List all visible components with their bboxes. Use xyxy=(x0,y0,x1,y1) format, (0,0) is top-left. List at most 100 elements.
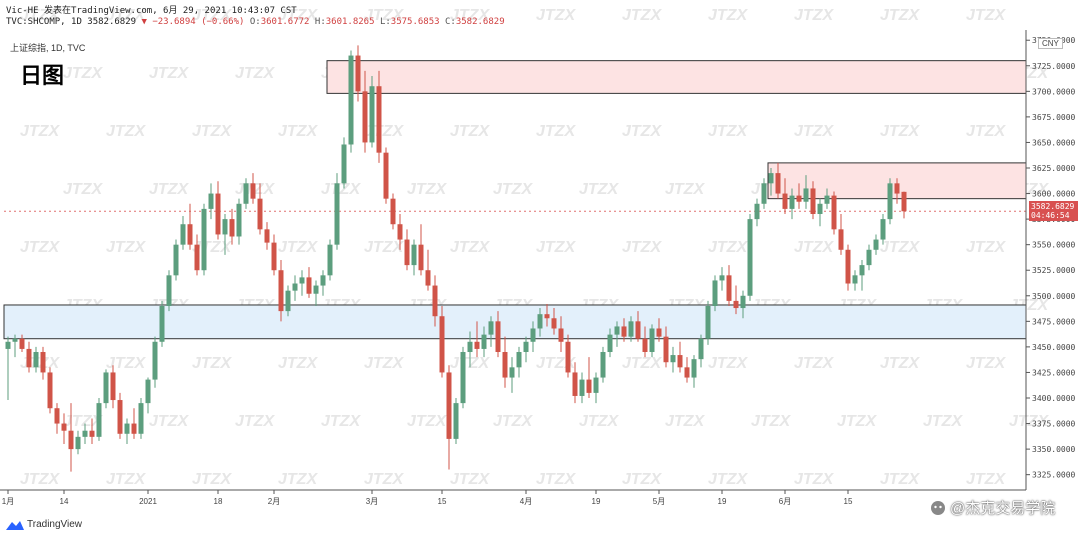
candle-body xyxy=(467,341,473,352)
candle xyxy=(481,326,487,358)
watermark-text: JTZX xyxy=(794,471,834,488)
candle-body xyxy=(523,341,529,352)
watermark-text: JTZX xyxy=(364,239,404,256)
candle-body xyxy=(698,338,704,360)
watermark-text: JTZX xyxy=(837,413,877,430)
candle-body xyxy=(201,208,207,271)
last-price-tag: 3582.6829 04:46:54 xyxy=(1029,201,1078,221)
watermark-text: JTZX xyxy=(192,123,232,140)
candle-body xyxy=(817,203,823,214)
candle xyxy=(467,331,473,368)
candle xyxy=(5,336,11,401)
candle xyxy=(47,367,53,414)
candle-body xyxy=(47,372,53,409)
candle xyxy=(593,372,599,404)
watermark-text: JTZX xyxy=(1009,413,1049,430)
candle xyxy=(614,321,620,347)
watermark-text: JTZX xyxy=(149,65,189,82)
watermark-text: JTZX xyxy=(708,239,748,256)
candle-body xyxy=(341,144,347,184)
watermark-text: JTZX xyxy=(20,239,60,256)
candle-body xyxy=(313,285,319,294)
price-tick-label: 3500.0000 xyxy=(1032,292,1076,301)
candle-body xyxy=(124,423,130,434)
time-tick-label: 14 xyxy=(60,497,69,506)
candle xyxy=(572,362,578,404)
candle xyxy=(656,318,662,342)
candle xyxy=(425,249,431,291)
watermark-text: JTZX xyxy=(321,413,361,430)
candle-body xyxy=(502,352,508,378)
publish-header: Vic-HE 发表在TradingView.com, 6月 29, 2021 1… xyxy=(6,3,297,16)
candle-body xyxy=(712,280,718,306)
watermark-text: JTZX xyxy=(450,239,490,256)
candle-body xyxy=(131,423,137,434)
watermark-text: JTZX xyxy=(493,181,533,198)
candle-body xyxy=(215,193,221,235)
candle xyxy=(852,270,858,291)
candle-body xyxy=(887,183,893,220)
watermark-text: JTZX xyxy=(622,7,662,24)
watermark-text: JTZX xyxy=(923,413,963,430)
candle xyxy=(138,398,144,439)
candle-body xyxy=(481,334,487,349)
candle-body xyxy=(145,379,151,404)
watermark-text: JTZX xyxy=(192,471,232,488)
candle xyxy=(187,203,193,250)
candle-body xyxy=(845,249,851,284)
candle-body xyxy=(243,183,249,204)
tradingview-logo-icon xyxy=(6,520,24,530)
candle xyxy=(446,365,452,470)
candle-body xyxy=(607,334,613,352)
candle-body xyxy=(831,195,837,230)
candle-body xyxy=(894,183,900,194)
author-name[interactable]: Vic-HE xyxy=(6,6,39,16)
candle-body xyxy=(600,352,606,378)
candle xyxy=(432,275,438,327)
candle xyxy=(740,290,746,319)
candle-body xyxy=(565,341,571,373)
watermark-text: JTZX xyxy=(106,355,146,372)
candle-body xyxy=(586,379,592,393)
candle-body xyxy=(551,318,557,329)
candle-body xyxy=(110,372,116,401)
open-value: 3601.6772 xyxy=(260,17,310,27)
currency-badge[interactable]: CNY xyxy=(1038,38,1063,49)
tradingview-logo[interactable]: TradingView xyxy=(6,519,82,530)
candle-body xyxy=(278,270,284,312)
candle-body xyxy=(768,173,774,184)
low-label: L: xyxy=(379,17,391,27)
candle-body xyxy=(26,348,32,368)
candle-body xyxy=(579,379,585,396)
candle xyxy=(663,326,669,368)
candle-body xyxy=(383,152,389,199)
candle xyxy=(733,285,739,315)
time-tick-label: 19 xyxy=(718,497,727,506)
candle-body xyxy=(348,55,354,145)
candle-body xyxy=(761,183,767,204)
price-tick-label: 3725.0000 xyxy=(1032,62,1076,71)
candle xyxy=(502,336,508,388)
candle xyxy=(334,173,340,250)
candle-body xyxy=(40,352,46,373)
candle xyxy=(453,398,459,444)
watermark-text: JTZX xyxy=(149,413,189,430)
zone-resistance xyxy=(326,60,1027,94)
candle-body xyxy=(670,355,676,363)
price-tick-label: 3400.0000 xyxy=(1032,394,1076,403)
watermark-text: JTZX xyxy=(708,471,748,488)
candle xyxy=(257,183,263,235)
candle-body xyxy=(628,321,634,337)
candle xyxy=(271,234,277,276)
high-value: 3601.8265 xyxy=(325,17,375,27)
symbol-legend[interactable]: 上证综指, 1D, TVC xyxy=(10,43,86,53)
candle-body xyxy=(103,372,109,404)
candle xyxy=(509,357,515,393)
candle-body xyxy=(264,229,270,243)
candle xyxy=(285,285,291,317)
candle-body xyxy=(61,423,67,431)
candle xyxy=(236,198,242,245)
candle xyxy=(565,334,571,378)
watermark-text: JTZX xyxy=(794,355,834,372)
